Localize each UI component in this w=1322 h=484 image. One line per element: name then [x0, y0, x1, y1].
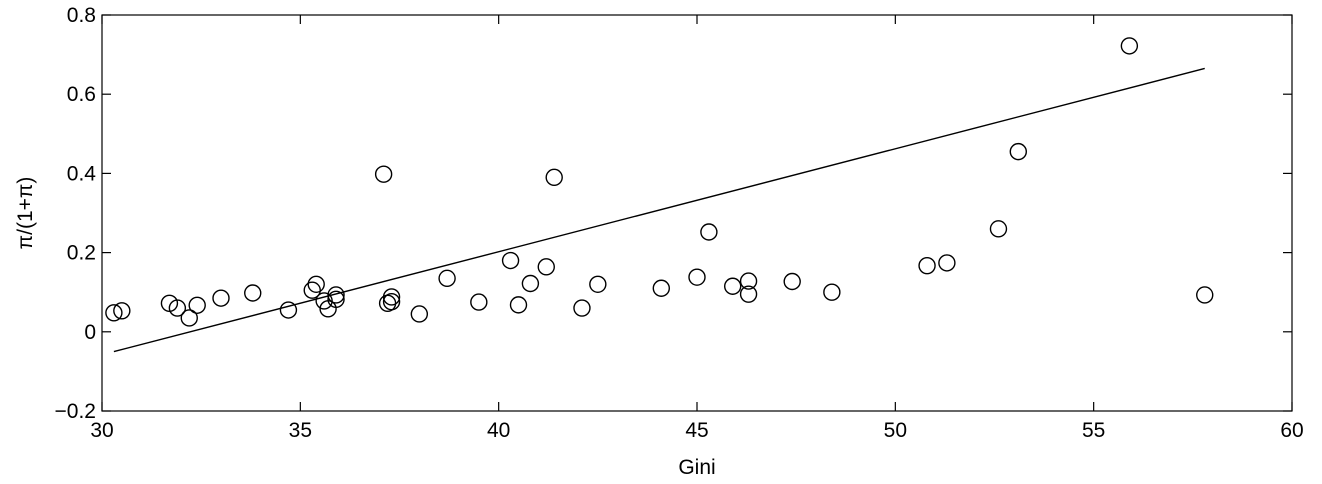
- data-point: [212, 289, 230, 307]
- data-point: [724, 277, 742, 295]
- data-point: [652, 279, 670, 297]
- data-point: [307, 275, 325, 293]
- data-point: [989, 220, 1008, 238]
- data-point: [168, 299, 187, 317]
- data-point: [918, 256, 936, 275]
- data-point: [244, 284, 262, 302]
- data-point: [509, 296, 528, 314]
- x-tick-label: 30: [90, 419, 113, 442]
- data-point: [823, 283, 841, 301]
- y-axis-title: π/(1+π): [14, 177, 37, 250]
- data-point: [188, 296, 206, 314]
- x-tick-label: 55: [1082, 419, 1105, 442]
- data-point: [783, 272, 801, 291]
- data-point: [410, 305, 429, 323]
- y-tick-label: 0: [84, 321, 96, 344]
- data-point: [315, 292, 333, 310]
- data-point: [382, 293, 401, 311]
- data-point: [739, 285, 758, 303]
- data-point: [303, 281, 321, 299]
- y-tick-label: −0.2: [55, 400, 96, 423]
- data-point: [327, 290, 345, 309]
- data-point: [1120, 37, 1139, 55]
- x-tick-label: 40: [487, 419, 510, 442]
- data-point: [739, 272, 758, 290]
- y-axis: −0.2 0 0.2 0.4 0.6 0.8: [55, 4, 1292, 423]
- data-point: [382, 288, 401, 306]
- x-tick-label: 45: [685, 419, 708, 442]
- data-point: [589, 275, 607, 293]
- plot-frame: [101, 14, 1293, 412]
- data-point: [374, 165, 393, 183]
- trend-line: [113, 67, 1205, 353]
- data-point: [279, 301, 298, 319]
- x-axis: 30 35 40 45 50 55 60: [90, 15, 1304, 442]
- y-tick-label: 0.4: [67, 162, 97, 185]
- data-point: [327, 286, 345, 304]
- data-point: [438, 269, 456, 288]
- data-points: [105, 37, 1214, 327]
- data-point: [1196, 286, 1214, 304]
- y-tick-label: 0.8: [67, 4, 96, 27]
- data-point: [938, 254, 956, 272]
- y-tick-label: 0.2: [67, 242, 96, 265]
- data-point: [105, 304, 123, 322]
- data-point: [180, 309, 198, 327]
- data-point: [1009, 142, 1027, 161]
- data-point: [700, 223, 718, 241]
- data-point: [470, 293, 488, 311]
- data-point: [537, 258, 555, 276]
- data-point: [501, 251, 520, 270]
- data-point: [545, 168, 563, 187]
- data-point: [113, 302, 131, 320]
- x-tick-label: 60: [1280, 419, 1303, 442]
- x-tick-label: 35: [289, 419, 312, 442]
- x-tick-label: 50: [884, 419, 907, 442]
- fit-line-group: [113, 67, 1205, 353]
- x-axis-title: Gini: [678, 456, 715, 479]
- data-point: [521, 274, 540, 293]
- data-point: [573, 299, 591, 317]
- data-point: [688, 268, 706, 286]
- y-tick-label: 0.6: [67, 83, 96, 106]
